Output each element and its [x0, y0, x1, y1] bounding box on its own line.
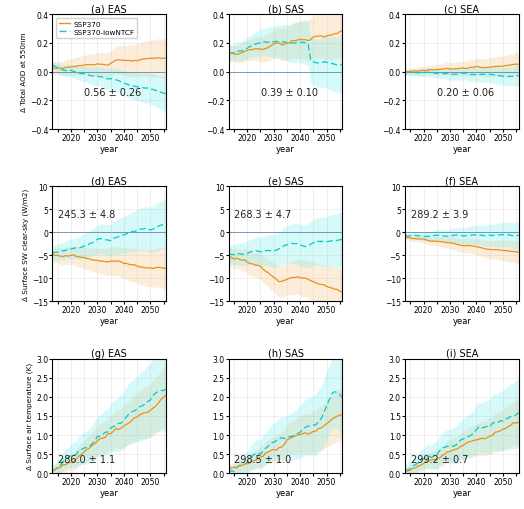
Title: (b) SAS: (b) SAS: [268, 5, 303, 14]
X-axis label: year: year: [100, 145, 119, 153]
Title: (h) SAS: (h) SAS: [268, 348, 303, 358]
X-axis label: year: year: [100, 488, 119, 497]
Title: (g) EAS: (g) EAS: [91, 348, 127, 358]
X-axis label: year: year: [276, 145, 295, 153]
Text: 289.2 ± 3.9: 289.2 ± 3.9: [411, 209, 468, 219]
X-axis label: year: year: [276, 488, 295, 497]
Title: (i) SEA: (i) SEA: [446, 348, 478, 358]
Text: 286.0 ± 1.1: 286.0 ± 1.1: [58, 454, 115, 464]
Text: 0.39 ± 0.10: 0.39 ± 0.10: [260, 88, 318, 98]
X-axis label: year: year: [452, 145, 471, 153]
X-axis label: year: year: [452, 316, 471, 325]
X-axis label: year: year: [276, 316, 295, 325]
Text: 245.3 ± 4.8: 245.3 ± 4.8: [58, 209, 115, 219]
Legend: SSP370, SSP370-lowNTCF: SSP370, SSP370-lowNTCF: [56, 19, 137, 39]
Text: 268.3 ± 4.7: 268.3 ± 4.7: [234, 209, 292, 219]
Title: (c) SEA: (c) SEA: [444, 5, 479, 14]
Title: (a) EAS: (a) EAS: [92, 5, 127, 14]
Y-axis label: Δ Total AOD at 550nm: Δ Total AOD at 550nm: [21, 33, 27, 112]
X-axis label: year: year: [100, 316, 119, 325]
Y-axis label: Δ Surface SW clear-sky (W/m2): Δ Surface SW clear-sky (W/m2): [23, 188, 29, 300]
X-axis label: year: year: [452, 488, 471, 497]
Text: 0.56 ± 0.26: 0.56 ± 0.26: [84, 88, 141, 98]
Text: 299.2 ± 0.7: 299.2 ± 0.7: [411, 454, 468, 464]
Y-axis label: Δ Surface air temperature (K): Δ Surface air temperature (K): [27, 362, 34, 470]
Text: 0.20 ± 0.06: 0.20 ± 0.06: [437, 88, 494, 98]
Title: (d) EAS: (d) EAS: [91, 176, 127, 186]
Title: (f) SEA: (f) SEA: [445, 176, 478, 186]
Text: 298.5 ± 1.0: 298.5 ± 1.0: [234, 454, 292, 464]
Title: (e) SAS: (e) SAS: [268, 176, 303, 186]
